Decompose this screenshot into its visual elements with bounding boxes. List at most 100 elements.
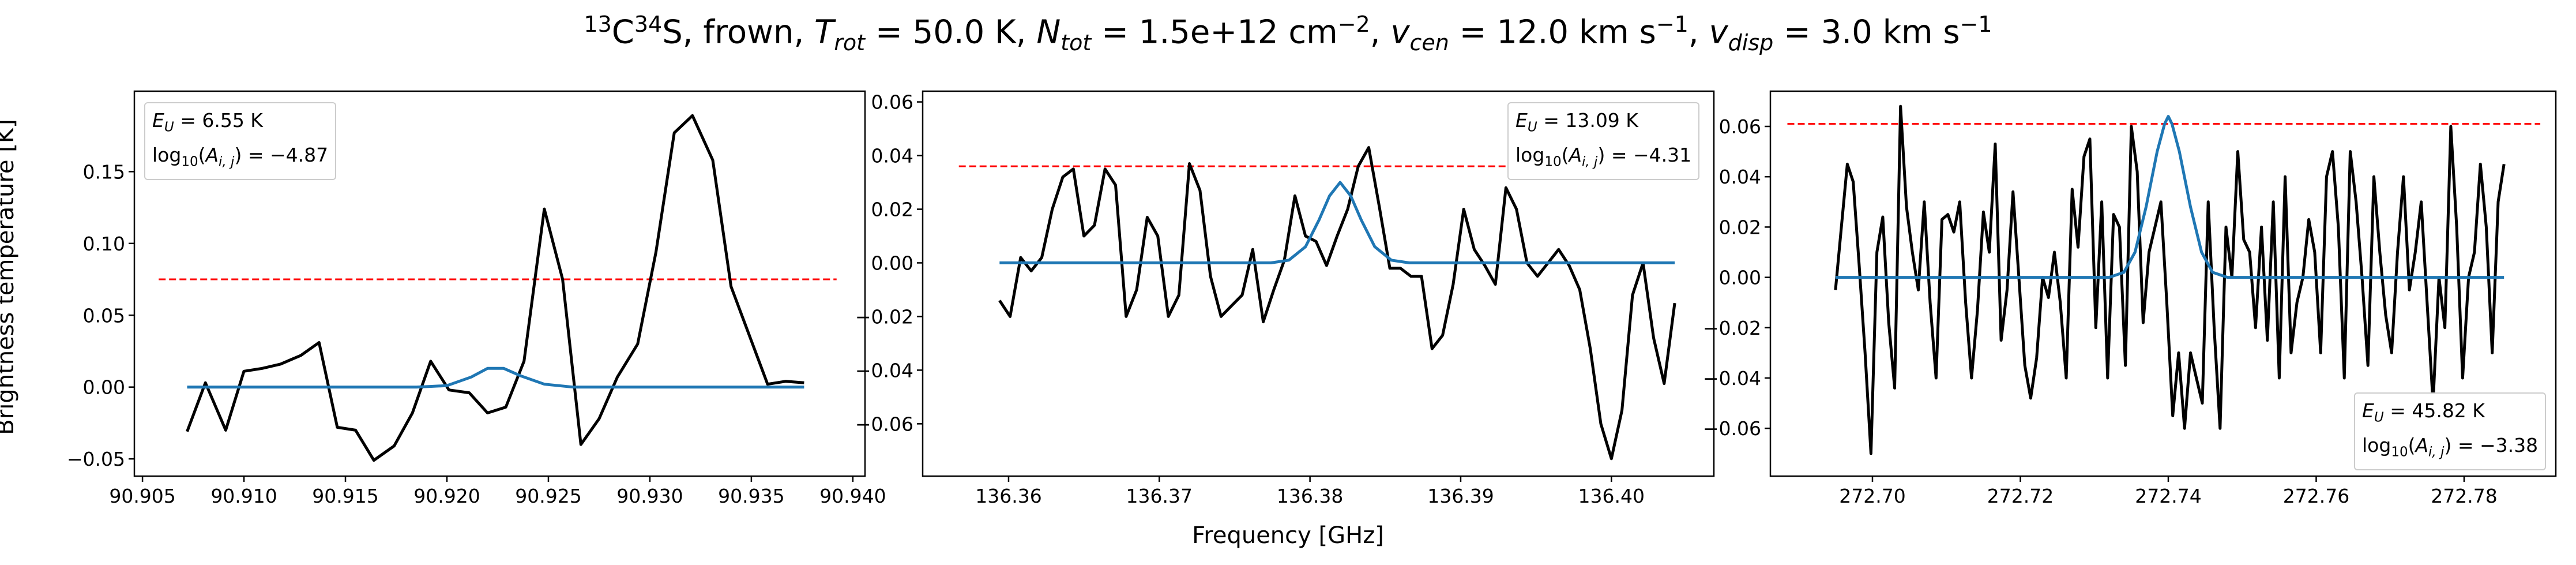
panel-2-data-line bbox=[998, 146, 1676, 461]
legend-log-a: log bbox=[1515, 143, 1545, 166]
legend-log-b: ( bbox=[198, 143, 206, 166]
legend-log-var: A bbox=[2415, 433, 2429, 457]
panel-1-x-tick-label: 90.935 bbox=[718, 485, 784, 507]
title-ntot-exp: −2 bbox=[1337, 12, 1370, 37]
legend-log-line: log10(Ai, j) = −3.38 bbox=[2362, 432, 2538, 466]
panel-2-frame bbox=[922, 90, 1715, 477]
panel-2-y-tick-label: 0.00 bbox=[871, 252, 913, 274]
title-vcen-val: = 12.0 km s bbox=[1449, 13, 1656, 51]
title-sup-13: 13 bbox=[584, 12, 612, 37]
panel-1-legend: EU = 6.55 K log10(Ai, j) = −4.87 bbox=[144, 102, 337, 181]
panel-2-model-line bbox=[999, 181, 1675, 264]
panel-2-x-tick-label: 136.37 bbox=[1126, 485, 1193, 507]
panel-2-legend: EU = 13.09 K log10(Ai, j) = −4.31 bbox=[1507, 102, 1700, 181]
legend-log-a: log bbox=[2362, 433, 2391, 457]
legend-eu-line: EU = 45.82 K bbox=[2362, 397, 2538, 432]
panel-3-legend: EU = 45.82 K log10(Ai, j) = −3.38 bbox=[2354, 392, 2547, 471]
title-vcen-sub: cen bbox=[1409, 29, 1449, 55]
legend-eu-val: = 45.82 K bbox=[2383, 399, 2485, 422]
panel-1-x-tick-label: 90.915 bbox=[312, 485, 378, 507]
figure-title: 13C34S, frown, Trot = 50.0 K, Ntot = 1.5… bbox=[0, 12, 2576, 55]
panel-2-x-tick-label: 136.39 bbox=[1427, 485, 1494, 507]
panel-3-frame bbox=[1769, 90, 2557, 477]
title-ntot-sub: tot bbox=[1061, 29, 1092, 55]
title-c: C bbox=[611, 13, 634, 51]
panel-3-x-tick-label: 272.74 bbox=[2135, 485, 2201, 507]
panel-3-y-tick-label: 0.00 bbox=[1719, 267, 1761, 289]
panel-2-y-tick-label: −0.04 bbox=[855, 359, 913, 381]
title-vdisp-var: v bbox=[1709, 13, 1728, 51]
panel-1-y-tick-label: −0.05 bbox=[67, 448, 125, 470]
title-vcen-var: v bbox=[1390, 13, 1410, 51]
panel-3-model-line bbox=[1835, 115, 2504, 279]
legend-log-c: ) = −4.31 bbox=[1597, 143, 1692, 166]
panel-2-x-tick-label: 136.36 bbox=[975, 485, 1041, 507]
legend-log-sub2: i, j bbox=[2428, 444, 2445, 460]
title-ntot-var: N bbox=[1036, 13, 1061, 51]
panel-3-x-tick-label: 272.78 bbox=[2431, 485, 2497, 507]
title-vdisp-sub: disp bbox=[1728, 29, 1774, 55]
title-trot-var: T bbox=[814, 13, 834, 51]
panel-2-x-tick-label: 136.40 bbox=[1578, 485, 1645, 507]
legend-eu-val: = 13.09 K bbox=[1537, 109, 1638, 132]
title-sup-34: 34 bbox=[634, 12, 663, 37]
legend-log-c: ) = −4.87 bbox=[234, 143, 329, 166]
panel-1-x-tick-label: 90.930 bbox=[616, 485, 683, 507]
legend-log-b: ( bbox=[2408, 433, 2416, 457]
panel-2-x-tick-label: 136.38 bbox=[1277, 485, 1343, 507]
panel-1-model-line bbox=[187, 366, 804, 389]
legend-log-a: log bbox=[152, 143, 182, 166]
panel-2-y-tick-label: 0.06 bbox=[871, 91, 913, 114]
panel-3-y-tick-label: −0.04 bbox=[1703, 367, 1761, 390]
panel-2-y-tick-label: 0.04 bbox=[871, 145, 913, 167]
panel-1-x-tick-label: 90.905 bbox=[109, 485, 175, 507]
panel-2-y-tick-label: −0.02 bbox=[855, 305, 913, 328]
legend-log-line: log10(Ai, j) = −4.31 bbox=[1515, 141, 1691, 176]
title-vcen-exp: −1 bbox=[1656, 12, 1688, 37]
panel-1-x-tick-label: 90.940 bbox=[819, 485, 886, 507]
x-axis-label: Frequency [GHz] bbox=[1192, 522, 1384, 549]
legend-eu-sub: U bbox=[164, 119, 174, 135]
panel-3-y-tick-label: −0.06 bbox=[1703, 417, 1761, 440]
legend-log-var: A bbox=[205, 143, 219, 166]
legend-eu-line: EU = 13.09 K bbox=[1515, 107, 1691, 141]
legend-log-b: ( bbox=[1561, 143, 1569, 166]
panel-3-y-tick-label: 0.06 bbox=[1719, 115, 1761, 138]
panel-2-y-tick-label: 0.02 bbox=[871, 199, 913, 221]
panel-1-y-tick-label: 0.00 bbox=[83, 376, 125, 399]
legend-log-sub2: i, j bbox=[1582, 154, 1598, 170]
legend-eu-sub: U bbox=[1527, 119, 1537, 135]
panel-1-data-line bbox=[186, 114, 804, 462]
panel-3-x-tick-label: 272.76 bbox=[2283, 485, 2349, 507]
legend-log-var: A bbox=[1569, 143, 1582, 166]
legend-eu-var: E bbox=[2362, 399, 2374, 422]
legend-eu-var: E bbox=[1515, 109, 1528, 132]
legend-log-sub: 10 bbox=[181, 154, 198, 170]
title-vdisp-val: = 3.0 km s bbox=[1773, 13, 1960, 51]
title-ntot-val: = 1.5e+12 cm bbox=[1091, 13, 1338, 51]
panel-1-frame bbox=[133, 90, 866, 477]
legend-log-sub2: i, j bbox=[219, 154, 235, 170]
title-trot-sub: rot bbox=[834, 29, 866, 55]
legend-eu-line: EU = 6.55 K bbox=[152, 107, 328, 141]
title-trot-val: = 50.0 K, bbox=[865, 13, 1037, 51]
panel-3-x-tick-label: 272.72 bbox=[1987, 485, 2054, 507]
legend-eu-sub: U bbox=[2374, 410, 2384, 425]
panel-3-y-tick-label: 0.02 bbox=[1719, 216, 1761, 238]
panel-1-y-tick-label: 0.05 bbox=[83, 304, 125, 327]
legend-log-c: ) = −3.38 bbox=[2444, 433, 2539, 457]
panel-1-x-tick-label: 90.920 bbox=[413, 485, 480, 507]
panel-1-y-tick-label: 0.10 bbox=[83, 233, 125, 255]
legend-eu-var: E bbox=[152, 109, 164, 132]
legend-log-sub: 10 bbox=[2391, 444, 2408, 460]
legend-log-sub: 10 bbox=[1544, 154, 1562, 170]
title-vcen-end: , bbox=[1688, 13, 1709, 51]
legend-log-line: log10(Ai, j) = −4.87 bbox=[152, 141, 328, 176]
panel-1-x-tick-label: 90.910 bbox=[210, 485, 277, 507]
panel-3-x-tick-label: 272.70 bbox=[1839, 485, 1905, 507]
panel-3-data-line bbox=[1834, 104, 2506, 455]
panel-3-y-tick-label: −0.02 bbox=[1703, 317, 1761, 339]
panel-1-x-tick-label: 90.925 bbox=[515, 485, 581, 507]
panel-1-y-tick-label: 0.15 bbox=[83, 160, 125, 183]
